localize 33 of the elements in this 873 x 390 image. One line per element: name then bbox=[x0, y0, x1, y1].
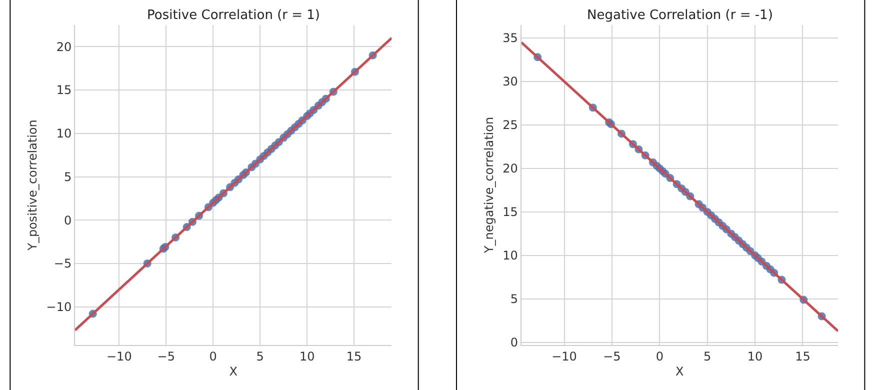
chart-title: Negative Correlation (r = -1) bbox=[587, 8, 773, 23]
x-tick-label: 10 bbox=[299, 349, 315, 364]
y-tick-label: −10 bbox=[46, 300, 72, 314]
y-tick-label: 5 bbox=[510, 292, 518, 306]
y-tick-label: 10 bbox=[56, 126, 72, 141]
y-tick-label: 10 bbox=[502, 248, 518, 263]
y-tick-label: 20 bbox=[502, 162, 518, 176]
x-tick-label: 5 bbox=[704, 349, 712, 364]
x-tick-label: 15 bbox=[346, 349, 362, 364]
y-axis-title: Y_negative_correlation bbox=[482, 116, 496, 254]
chart-title: Positive Correlation (r = 1) bbox=[147, 8, 320, 23]
x-tick-label: −5 bbox=[157, 349, 175, 364]
x-axis-title: X bbox=[676, 364, 684, 378]
y-tick-label: 0 bbox=[510, 336, 518, 350]
x-tick-label: 0 bbox=[209, 349, 217, 364]
y-tick-label: 35 bbox=[502, 31, 518, 46]
x-tick-label: 15 bbox=[795, 349, 810, 364]
y-tick-label: 25 bbox=[502, 118, 518, 132]
y-tick-label: 30 bbox=[502, 74, 518, 89]
y-tick-label: 20 bbox=[56, 40, 72, 54]
x-tick-label: 10 bbox=[747, 349, 763, 364]
x-tick-label: 5 bbox=[256, 349, 264, 364]
y-tick-label: 15 bbox=[502, 205, 518, 220]
x-axis-title: X bbox=[229, 364, 238, 378]
y-tick-label: −5 bbox=[54, 256, 72, 271]
y-tick-label: 5 bbox=[64, 170, 72, 184]
y-tick-label: 15 bbox=[56, 83, 72, 98]
y-axis-title: Y_positive_correlation bbox=[26, 120, 40, 252]
x-tick-label: −10 bbox=[106, 349, 132, 364]
y-tick-label: 0 bbox=[64, 213, 72, 228]
x-tick-label: −5 bbox=[603, 349, 621, 364]
x-tick-label: −10 bbox=[552, 349, 577, 364]
x-tick-label: 0 bbox=[656, 349, 664, 364]
